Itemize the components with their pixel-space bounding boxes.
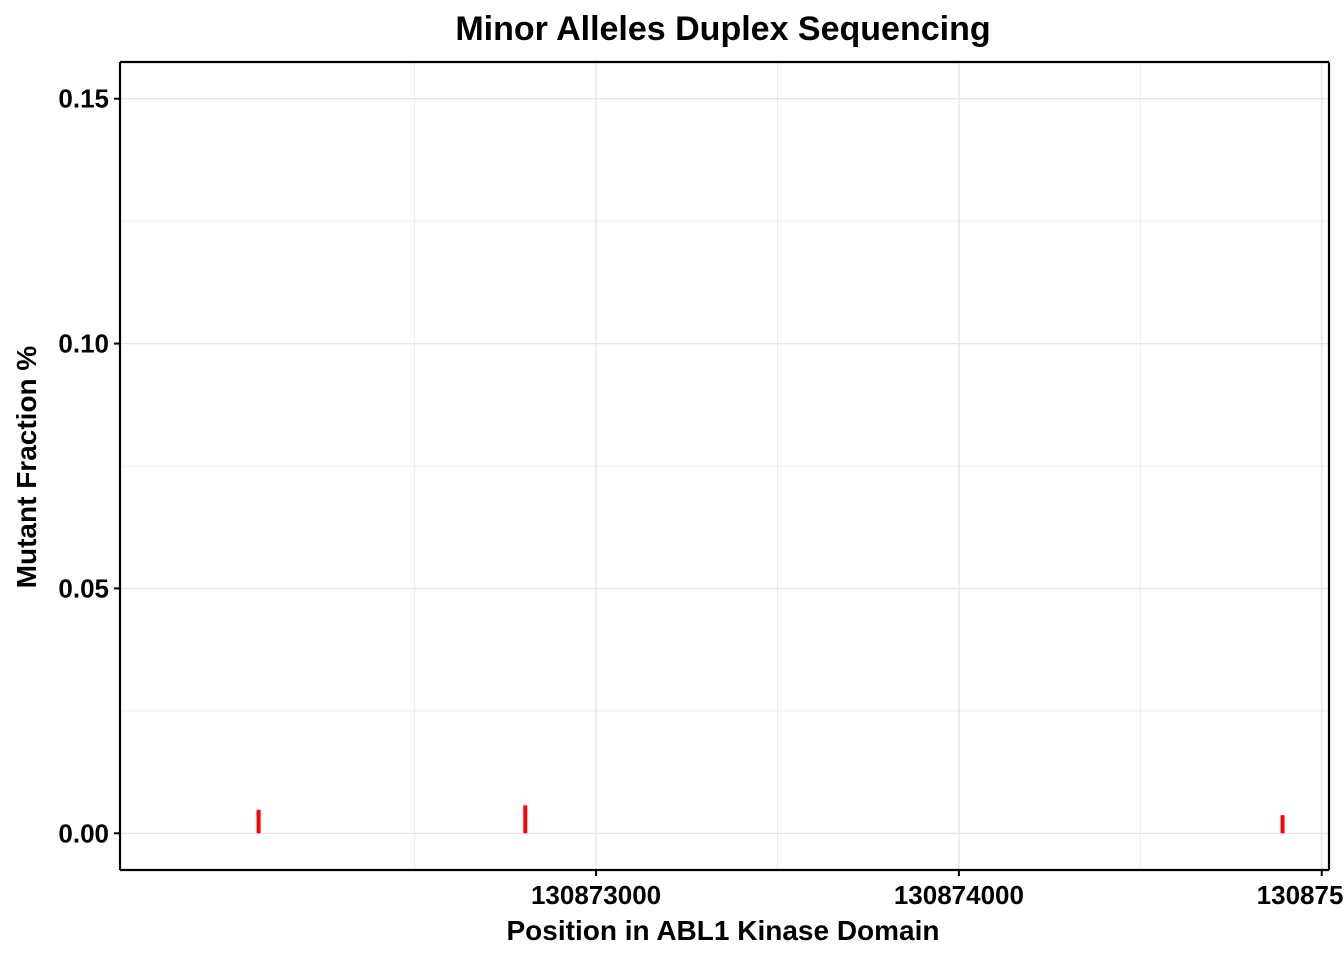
axis-layer: 0.00 0.05 0.10 0.15 130873000 130874000 130875… xyxy=(58,60,1344,910)
bar xyxy=(256,809,261,834)
chart-title: Minor Alleles Duplex Sequencing xyxy=(455,10,990,48)
bar xyxy=(1280,815,1285,834)
x-tick-label: 130875000 xyxy=(1257,880,1344,910)
grid-layer xyxy=(120,62,1329,870)
x-tick-label: 130874000 xyxy=(894,880,1024,910)
bar-layer xyxy=(256,805,1285,834)
x-tick-label: 130873000 xyxy=(531,880,661,910)
y-tick-label: 0.15 xyxy=(58,84,109,114)
y-axis-title: Mutant Fraction % xyxy=(11,346,42,589)
y-tick-label: 0.05 xyxy=(58,573,109,603)
x-axis-title: Position in ABL1 Kinase Domain xyxy=(506,915,939,946)
bar xyxy=(523,805,528,834)
y-tick-label: 0.10 xyxy=(58,329,109,359)
y-tick-label: 0.00 xyxy=(58,818,109,848)
